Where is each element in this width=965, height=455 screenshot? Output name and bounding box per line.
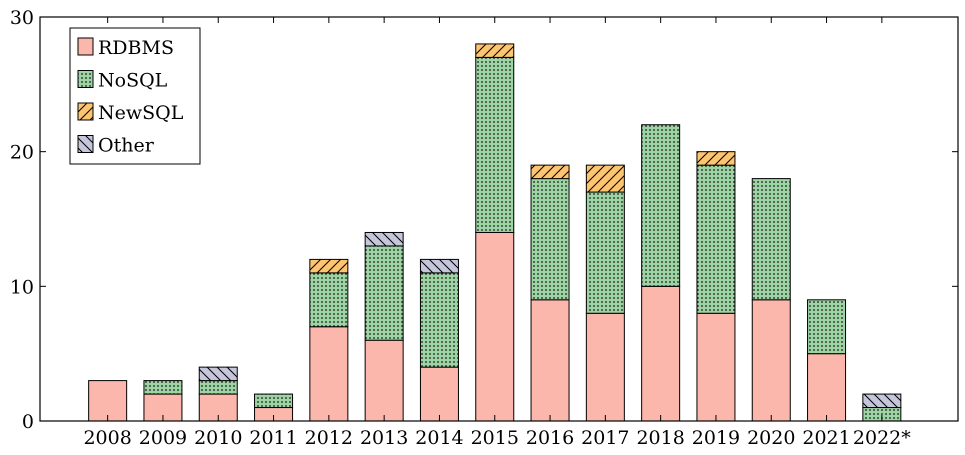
legend-label-newsql: NewSQL (98, 102, 184, 124)
legend: RDBMS NoSQL NewSQL Other (69, 27, 201, 165)
x-tick-label: 2016 (526, 427, 574, 449)
x-tick-label: 2019 (692, 427, 740, 449)
bar-nosql-2019 (696, 164, 736, 314)
legend-swatch-other (77, 135, 94, 153)
bar-nosql-2016 (530, 178, 570, 301)
bar-other-2013 (364, 231, 404, 247)
x-tick-label: 2015 (471, 427, 519, 449)
bar-rdbms-2013 (364, 339, 404, 422)
bar-nosql-2013 (364, 245, 404, 341)
bar-nosql-2018 (641, 124, 681, 287)
x-tick-label: 2010 (194, 427, 242, 449)
bar-other-2010 (198, 366, 238, 382)
x-tick-label: 2021 (802, 427, 850, 449)
y-tick-label: 30 (10, 7, 34, 29)
bar-nosql-2015 (475, 56, 515, 233)
bar-nosql-2021 (807, 299, 847, 355)
bar-rdbms-2018 (641, 285, 681, 422)
bar-rdbms-2016 (530, 299, 570, 422)
y-tick-label: 10 (10, 276, 34, 298)
legend-swatch-nosql (77, 70, 94, 88)
bar-rdbms-2021 (807, 353, 847, 422)
x-tick-label: 2013 (360, 427, 408, 449)
x-tick-label: 2008 (83, 427, 131, 449)
x-tick-label: 2014 (415, 427, 463, 449)
x-tick-label: 2012 (305, 427, 353, 449)
bar-newsql-2015 (475, 43, 515, 58)
bar-rdbms-2015 (475, 231, 515, 422)
bar-newsql-2017 (585, 164, 625, 193)
x-tick-label: 2017 (581, 427, 629, 449)
bar-rdbms-2008 (88, 380, 128, 422)
legend-swatch-newsql (77, 102, 94, 121)
bar-nosql-2017 (585, 191, 625, 314)
plot-frame (39, 16, 959, 422)
x-tick-label: 2009 (139, 427, 187, 449)
bar-newsql-2012 (309, 258, 349, 274)
x-tick-label: 2018 (636, 427, 684, 449)
bars-layer (88, 43, 902, 422)
legend-label-other: Other (98, 135, 155, 157)
y-tick-label: 0 (22, 411, 34, 433)
bar-rdbms-2017 (585, 312, 625, 422)
bar-other-2022 (862, 393, 902, 409)
bar-other-2014 (419, 258, 459, 274)
bar-rdbms-2020 (751, 299, 791, 422)
bar-nosql-2011 (254, 393, 294, 409)
axes-layer: 0 10 20 30 2008 2009 2010 2011 2012 2013 2014 2015 2… (10, 7, 959, 449)
x-tick-label: 2022* (853, 427, 911, 449)
bar-rdbms-2012 (309, 326, 349, 422)
bar-rdbms-2014 (419, 366, 459, 422)
legend-label-rdbms: RDBMS (98, 37, 174, 59)
bar-nosql-2009 (143, 380, 183, 395)
bar-newsql-2019 (696, 151, 736, 166)
legend-label-nosql: NoSQL (98, 70, 168, 92)
bar-newsql-2016 (530, 164, 570, 180)
bar-nosql-2012 (309, 272, 349, 328)
bar-nosql-2020 (751, 178, 791, 301)
legend-swatch-rdbms (77, 37, 94, 56)
x-tick-label: 2020 (747, 427, 795, 449)
bar-nosql-2010 (198, 380, 238, 395)
bar-nosql-2014 (419, 272, 459, 368)
bar-rdbms-2019 (696, 312, 736, 422)
x-tick-label: 2011 (249, 427, 297, 449)
y-tick-label: 20 (10, 142, 34, 164)
